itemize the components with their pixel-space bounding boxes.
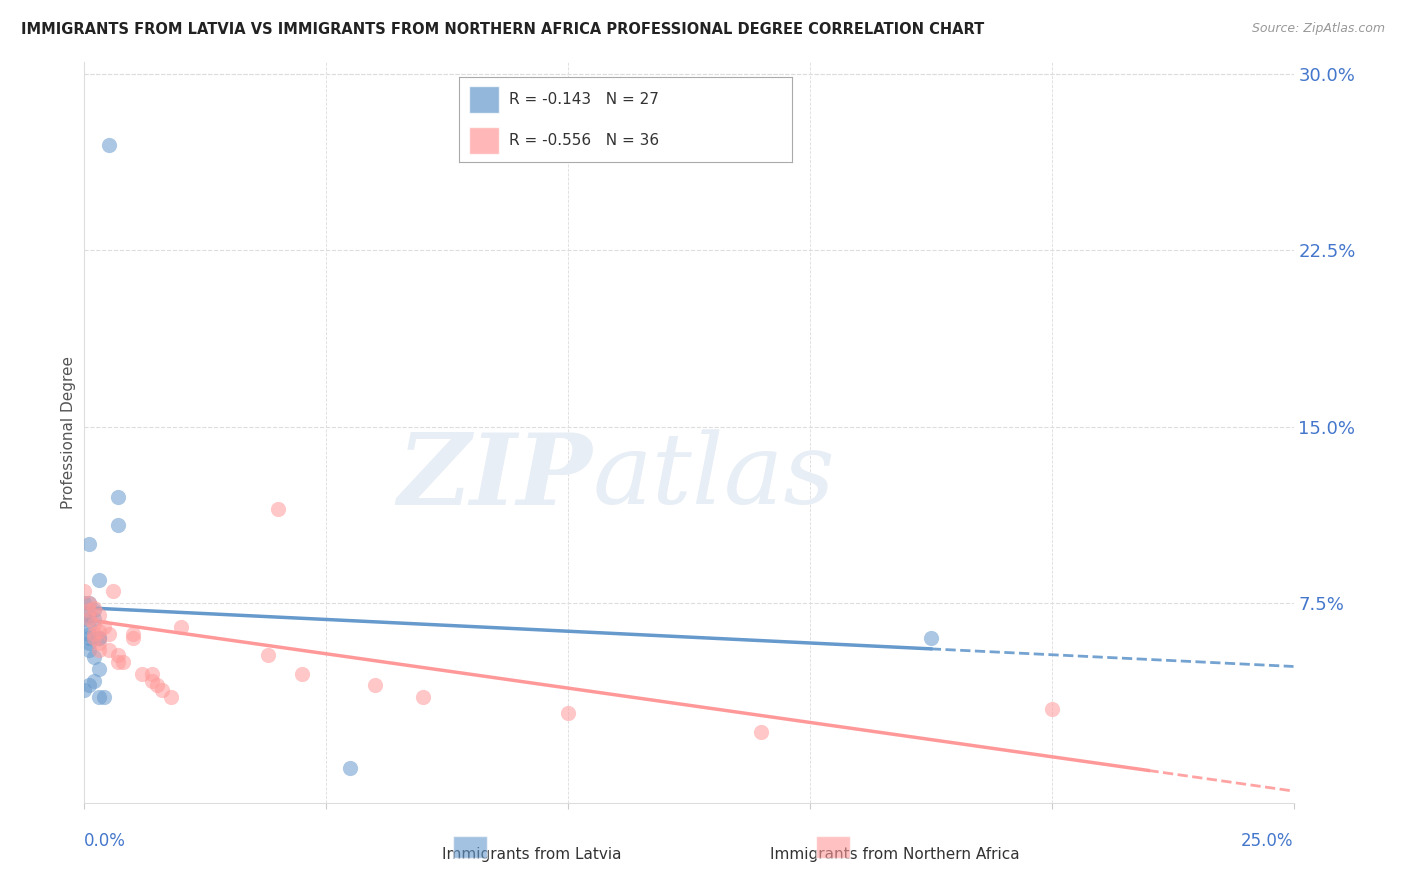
Point	[93, 690, 115, 704]
Point	[751, 725, 773, 739]
Text: Source: ZipAtlas.com: Source: ZipAtlas.com	[1251, 22, 1385, 36]
Point	[103, 584, 125, 599]
Point	[77, 607, 100, 622]
Point	[87, 632, 110, 646]
Point	[107, 655, 129, 669]
Point	[920, 632, 942, 646]
Point	[73, 596, 96, 610]
Point	[339, 760, 361, 774]
Point	[97, 137, 120, 152]
Bar	[453, 836, 486, 858]
Point	[141, 666, 163, 681]
Text: Immigrants from Northern Africa: Immigrants from Northern Africa	[769, 847, 1019, 863]
Point	[107, 518, 129, 533]
Point	[87, 662, 110, 676]
Point	[97, 643, 120, 657]
Point	[97, 626, 120, 640]
Point	[291, 666, 314, 681]
Point	[83, 603, 105, 617]
Text: 25.0%: 25.0%	[1241, 832, 1294, 850]
Point	[77, 632, 100, 646]
Point	[83, 673, 105, 688]
Point	[87, 624, 110, 639]
Point	[160, 690, 183, 704]
Point	[557, 706, 579, 721]
Point	[87, 607, 110, 622]
Point	[146, 678, 169, 692]
Point	[121, 632, 143, 646]
Point	[87, 643, 110, 657]
Point	[87, 573, 110, 587]
Point	[363, 678, 385, 692]
Text: IMMIGRANTS FROM LATVIA VS IMMIGRANTS FROM NORTHERN AFRICA PROFESSIONAL DEGREE CO: IMMIGRANTS FROM LATVIA VS IMMIGRANTS FRO…	[21, 22, 984, 37]
Point	[73, 612, 96, 626]
Point	[107, 490, 129, 504]
Point	[170, 619, 193, 633]
Point	[87, 632, 110, 646]
Point	[87, 636, 110, 650]
Point	[77, 643, 100, 657]
Point	[77, 596, 100, 610]
Point	[412, 690, 434, 704]
Point	[83, 612, 105, 626]
Point	[141, 673, 163, 688]
Point	[73, 683, 96, 698]
Point	[107, 648, 129, 662]
Point	[77, 603, 100, 617]
Point	[77, 537, 100, 551]
Bar	[815, 836, 849, 858]
Point	[83, 650, 105, 665]
Text: ZIP: ZIP	[398, 429, 592, 525]
Text: atlas: atlas	[592, 429, 835, 524]
Point	[112, 655, 135, 669]
Point	[83, 617, 105, 632]
Text: Immigrants from Latvia: Immigrants from Latvia	[441, 847, 621, 863]
Text: 0.0%: 0.0%	[84, 832, 127, 850]
Point	[77, 636, 100, 650]
Point	[1040, 702, 1063, 716]
Point	[121, 626, 143, 640]
Point	[87, 690, 110, 704]
Point	[77, 619, 100, 633]
Point	[83, 626, 105, 640]
Y-axis label: Professional Degree: Professional Degree	[60, 356, 76, 509]
Point	[73, 584, 96, 599]
Point	[77, 678, 100, 692]
Point	[77, 596, 100, 610]
Point	[131, 666, 153, 681]
Point	[93, 619, 115, 633]
Point	[83, 600, 105, 615]
Point	[257, 648, 280, 662]
Point	[77, 626, 100, 640]
Point	[150, 683, 173, 698]
Point	[77, 612, 100, 626]
Point	[83, 632, 105, 646]
Point	[267, 502, 290, 516]
